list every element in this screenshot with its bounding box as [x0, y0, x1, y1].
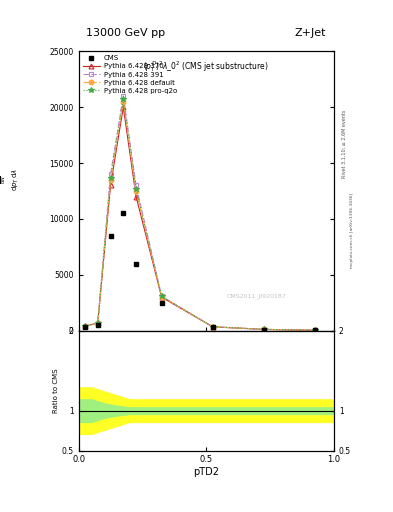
Legend: CMS, Pythia 6.428 370, Pythia 6.428 391, Pythia 6.428 default, Pythia 6.428 pro-: CMS, Pythia 6.428 370, Pythia 6.428 391,…: [81, 53, 179, 96]
X-axis label: pTD2: pTD2: [193, 467, 219, 477]
Text: $\frac{1}{\mathrm{d}N}$
$\mathrm{d}p_T\,\mathrm{d}\lambda$: $\frac{1}{\mathrm{d}N}$ $\mathrm{d}p_T\,…: [0, 167, 21, 191]
Text: CMS2011_JI920187: CMS2011_JI920187: [227, 293, 286, 299]
Text: Z+Jet: Z+Jet: [295, 28, 326, 38]
Text: $(p_T^D)^2\lambda\_0^2$ (CMS jet substructure): $(p_T^D)^2\lambda\_0^2$ (CMS jet substru…: [143, 59, 269, 74]
Text: mcplots.cern.ch [arXiv:1306.3436]: mcplots.cern.ch [arXiv:1306.3436]: [350, 193, 354, 268]
Text: Rivet 3.1.10; ≥ 2.6M events: Rivet 3.1.10; ≥ 2.6M events: [342, 109, 346, 178]
Text: 13000 GeV pp: 13000 GeV pp: [86, 28, 165, 38]
Y-axis label: Ratio to CMS: Ratio to CMS: [53, 369, 59, 413]
